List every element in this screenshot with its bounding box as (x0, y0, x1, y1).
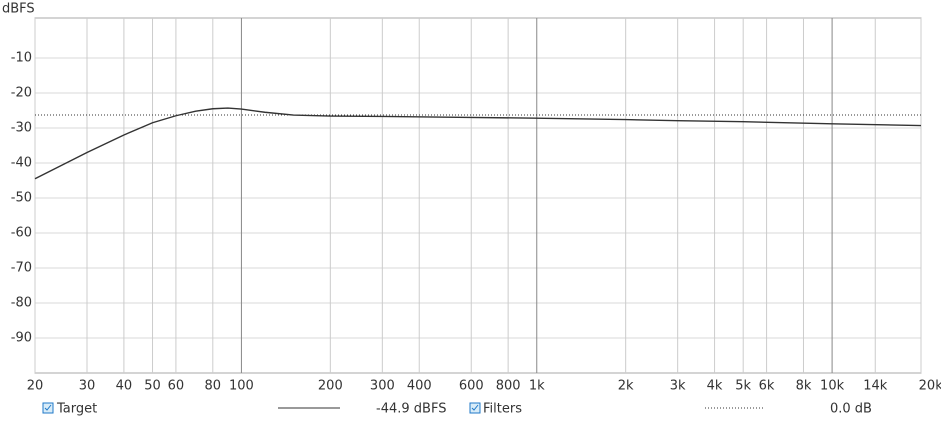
x-tick-label: 50 (144, 379, 161, 394)
x-tick-label: 10k (820, 379, 845, 394)
x-tick-label: 60 (168, 379, 185, 394)
y-tick-label: -50 (11, 191, 32, 206)
x-tick-label: 800 (496, 379, 521, 394)
y-tick-label: -80 (11, 296, 32, 311)
y-tick-label: -40 (11, 156, 32, 171)
y-tick-label: -20 (11, 86, 32, 101)
legend-offset: 0.0 dB (830, 402, 872, 417)
x-tick-label: 100 (229, 379, 254, 394)
x-tick-label: 2k (618, 379, 634, 394)
plot-area (34, 17, 922, 374)
x-tick-label: 5k (735, 379, 751, 394)
x-tick-label: 8k (796, 379, 812, 394)
y-tick-label: -30 (11, 121, 32, 136)
x-tick-label: 4k (707, 379, 723, 394)
x-tick-label: 6k (759, 379, 775, 394)
legend-target[interactable]: Target (56, 402, 97, 417)
x-tick-label: 30 (79, 379, 96, 394)
x-tick-label: 80 (205, 379, 222, 394)
y-tick-label: -90 (11, 331, 32, 346)
check (44, 404, 52, 411)
x-tick-label: 400 (407, 379, 432, 394)
x-tick-label: 600 (459, 379, 484, 394)
check (471, 404, 479, 411)
x-tick-label: 200 (318, 379, 343, 394)
x-tick-label: 3k (670, 379, 686, 394)
x-tick-label: 20kHz (919, 379, 941, 394)
response-curve (34, 107, 922, 180)
y-tick-label: -10 (11, 51, 32, 66)
y-axis-label: dBFS (2, 2, 35, 17)
x-tick-label: 300 (370, 379, 395, 394)
x-tick-label: 1k (529, 379, 545, 394)
y-tick-label: -70 (11, 261, 32, 276)
y-tick-label: -60 (11, 226, 32, 241)
x-tick-label: 40 (116, 379, 133, 394)
x-tick-label: 14k (863, 379, 888, 394)
x-tick-label: 20 (27, 379, 44, 394)
legend-level: -44.9 dBFS (376, 402, 446, 417)
legend-filters[interactable]: Filters (483, 402, 522, 417)
